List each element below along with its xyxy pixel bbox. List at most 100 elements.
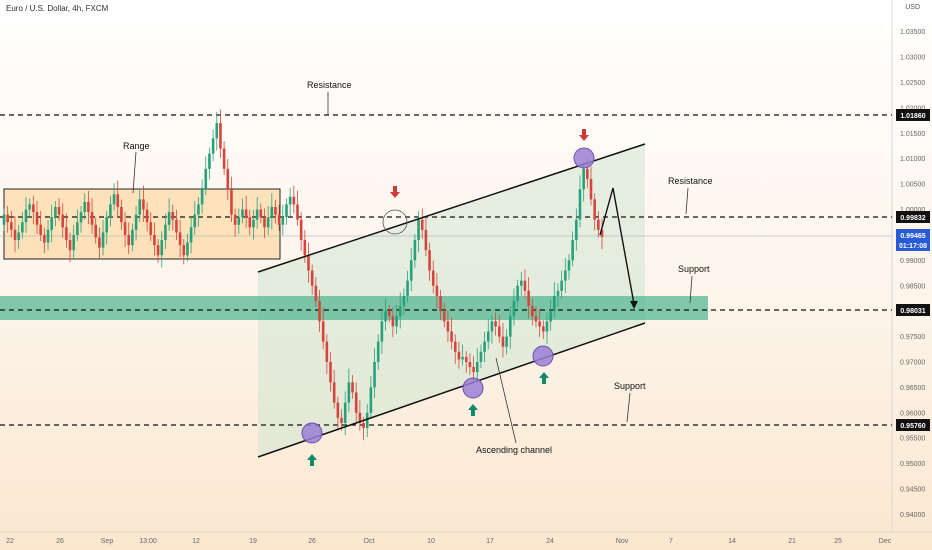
candle-body — [43, 234, 46, 243]
candle-body — [57, 206, 61, 215]
candle-body — [597, 219, 600, 230]
candle-body — [527, 290, 530, 307]
price-tick-label: 0.94500 — [900, 487, 925, 494]
candle-body — [329, 361, 332, 383]
candle-body — [523, 280, 527, 291]
candle-body — [420, 219, 424, 230]
arrow-up-icon — [468, 404, 478, 416]
price-box-mid-resistance: 0.99832 — [896, 211, 930, 223]
candle-body — [351, 382, 354, 393]
time-axis[interactable]: 22 26 Sep 13:00 12 19 26 Oct 10 17 24 Nov 7 14 21 25 Dec — [6, 538, 892, 545]
time-tick-label: Dec — [879, 538, 892, 545]
price-box-current: 0.99465 01:17:08 — [896, 229, 930, 251]
candle-body — [380, 321, 384, 342]
candle-body — [373, 361, 376, 388]
candle-body — [578, 189, 582, 220]
candle-body — [343, 402, 347, 423]
time-tick-label: 14 — [728, 538, 736, 545]
candle-body — [266, 217, 270, 228]
support-annotation: Support — [614, 381, 646, 391]
candle-body — [215, 123, 219, 139]
candle-body — [17, 232, 20, 241]
candle-body — [549, 311, 552, 322]
candle-body — [46, 229, 50, 243]
candle-body — [83, 201, 87, 213]
candle-body — [490, 321, 494, 332]
candle-body — [325, 341, 329, 362]
time-tick-label: 25 — [834, 538, 842, 545]
time-tick-label: Oct — [364, 538, 375, 545]
candle-body — [149, 222, 153, 235]
time-tick-label: Sep — [101, 538, 114, 545]
price-tick-label: 1.01000 — [900, 156, 925, 163]
time-tick-label: 26 — [308, 538, 316, 545]
candle-body — [321, 321, 325, 342]
candle-body — [296, 204, 299, 220]
price-tick-label: 0.95500 — [900, 436, 925, 443]
candle-body — [472, 367, 475, 373]
candle-body — [200, 189, 204, 205]
candle-body — [424, 229, 428, 251]
candle-body — [413, 240, 417, 261]
currency-label: USD — [905, 4, 920, 11]
candle-body — [186, 242, 189, 256]
touch-circle — [573, 147, 595, 169]
candle-body — [409, 260, 413, 281]
candle-body — [50, 217, 53, 230]
candle-body — [156, 245, 160, 256]
candle-body — [281, 217, 285, 225]
candle-body — [13, 229, 17, 241]
candle-body — [127, 234, 131, 246]
candle-body — [145, 209, 149, 223]
candle-body — [299, 219, 303, 241]
candle-body — [556, 290, 560, 296]
candle-body — [109, 204, 112, 218]
candle-body — [402, 295, 406, 307]
range-annotation: Range — [123, 141, 150, 151]
candle-body — [226, 168, 230, 190]
price-tick-label: 1.01500 — [900, 131, 925, 138]
price-tick-label: 1.00500 — [900, 182, 925, 189]
candle-body — [398, 306, 402, 317]
time-tick-label: 22 — [6, 538, 14, 545]
candle-body — [362, 422, 365, 429]
candle-body — [505, 336, 508, 347]
candle-body — [431, 270, 435, 286]
candle-body — [340, 417, 343, 423]
resistance-annotation: Resistance — [668, 176, 713, 186]
projection-path[interactable] — [599, 187, 635, 305]
price-box-support-zone: 0.98031 — [896, 304, 930, 316]
candle-body — [112, 194, 116, 205]
candle-body — [453, 341, 457, 352]
time-tick-label: 12 — [192, 538, 200, 545]
candle-body — [534, 316, 538, 322]
candle-body — [65, 227, 68, 241]
candle-body — [178, 232, 182, 246]
candle-body — [530, 306, 534, 317]
candle-body — [193, 214, 197, 228]
price-tick-label: 0.98500 — [900, 283, 925, 290]
candle-body — [600, 229, 604, 237]
channel-lower-line[interactable] — [257, 322, 646, 458]
time-tick-label: 21 — [788, 538, 796, 545]
price-tick-label: 1.03500 — [900, 29, 925, 36]
chart-title: Euro / U.S. Dollar, 4h, FXCM — [6, 4, 109, 13]
time-tick-label: 17 — [486, 538, 494, 545]
candle-body — [428, 250, 431, 271]
price-tick-label: 1.03000 — [900, 55, 925, 62]
candle-body — [131, 229, 134, 246]
candle-body — [332, 382, 336, 403]
candle-body — [204, 168, 208, 190]
arrow-down-icon — [390, 186, 400, 198]
candle-body — [211, 138, 215, 154]
candle-body — [508, 316, 512, 337]
candle-body — [87, 201, 90, 213]
resistance-annotation: Resistance — [307, 80, 352, 90]
candle-body — [237, 217, 241, 225]
price-axis[interactable]: 1.03500 1.03000 1.02500 1.02000 1.01500 1.010… — [900, 29, 925, 519]
candle-body — [116, 194, 120, 207]
touch-circle — [532, 345, 554, 367]
candle-body — [208, 153, 211, 169]
